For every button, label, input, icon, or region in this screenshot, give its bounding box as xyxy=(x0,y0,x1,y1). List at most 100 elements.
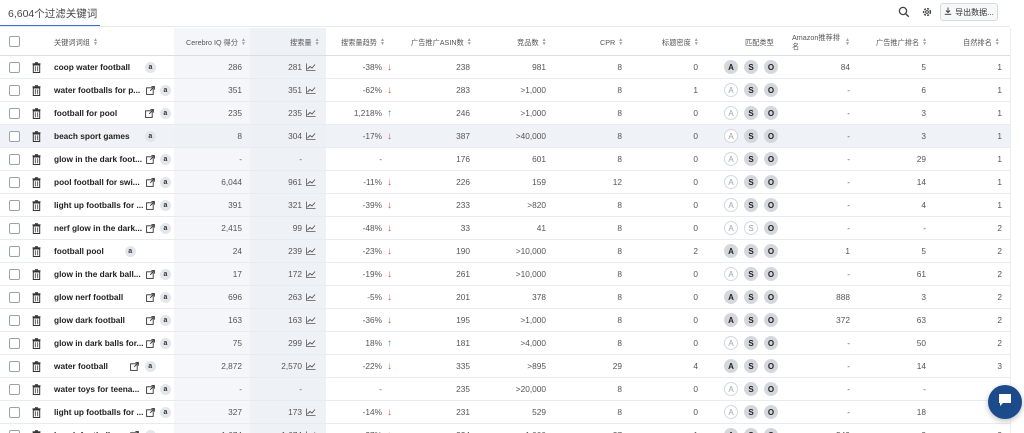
header-sponsored-rank[interactable]: 广告推广排名 ▲ ▼ xyxy=(876,37,928,47)
trend-chart-icon[interactable] xyxy=(306,201,316,209)
table-row[interactable]: water football a 2,872 2,570 -22% ↓ 335 … xyxy=(0,355,1010,378)
row-checkbox[interactable] xyxy=(9,430,20,433)
amazon-icon[interactable]: a xyxy=(160,315,171,326)
trash-icon[interactable] xyxy=(31,84,41,96)
row-checkbox[interactable] xyxy=(9,384,20,395)
amazon-icon[interactable]: a xyxy=(144,131,156,142)
keyword-phrase[interactable]: beach football xyxy=(54,424,110,433)
amazon-icon[interactable]: a xyxy=(144,361,156,372)
header-competing-products[interactable]: 竞品数 ▲ ▼ xyxy=(517,37,547,47)
amazon-icon[interactable]: a xyxy=(160,384,171,395)
external-link-icon[interactable] xyxy=(145,223,155,233)
row-checkbox[interactable] xyxy=(9,338,20,349)
amazon-icon[interactable]: a xyxy=(160,292,171,303)
external-link-icon[interactable] xyxy=(145,177,155,187)
row-checkbox[interactable] xyxy=(9,108,20,119)
trash-icon[interactable] xyxy=(31,107,41,119)
header-amazon-rec-rank[interactable]: Amazon推荐排名 ▲ ▼ xyxy=(792,33,850,51)
keyword-phrase[interactable]: glow dark football xyxy=(54,315,125,325)
amazon-icon[interactable]: a xyxy=(145,62,156,73)
external-link-icon[interactable] xyxy=(130,430,140,433)
table-row[interactable]: glow dark football a 163 163 -36% ↓ 195 … xyxy=(0,309,1010,332)
trash-icon[interactable] xyxy=(31,222,41,234)
trend-chart-icon[interactable] xyxy=(306,316,316,324)
table-row[interactable]: glow nerf football a 696 263 -5% ↓ 201 3… xyxy=(0,286,1010,309)
external-link-icon[interactable] xyxy=(145,315,155,325)
amazon-icon[interactable]: a xyxy=(160,269,171,280)
keyword-phrase[interactable]: light up footballs for ... xyxy=(54,407,144,417)
table-row[interactable]: coop water football a 286 281 -38% ↓ 238… xyxy=(0,56,1010,79)
external-link-icon[interactable] xyxy=(145,384,155,394)
keyword-phrase[interactable]: glow in the dark foot... xyxy=(54,154,143,164)
external-link-icon[interactable] xyxy=(145,200,155,210)
external-link-icon[interactable] xyxy=(130,361,140,371)
keyword-phrase[interactable]: beach sport games xyxy=(54,131,130,141)
row-checkbox[interactable] xyxy=(9,177,20,188)
keyword-phrase[interactable]: nerf glow in the dark... xyxy=(54,223,143,233)
keyword-phrase[interactable]: coop water football xyxy=(54,62,131,72)
scrollbar[interactable] xyxy=(1010,28,1024,433)
trend-chart-icon[interactable] xyxy=(306,86,316,94)
trend-chart-icon[interactable] xyxy=(306,224,316,232)
row-checkbox[interactable] xyxy=(9,246,20,257)
keyword-phrase[interactable]: glow nerf football xyxy=(54,292,124,302)
export-data-button[interactable]: 导出数据... xyxy=(940,3,998,21)
row-checkbox[interactable] xyxy=(9,131,20,142)
trend-chart-icon[interactable] xyxy=(306,109,316,117)
keyword-phrase[interactable]: glow in the dark ball... xyxy=(54,269,141,279)
external-link-icon[interactable] xyxy=(145,407,155,417)
row-checkbox[interactable] xyxy=(9,269,20,280)
trash-icon[interactable] xyxy=(31,314,41,326)
chat-button[interactable] xyxy=(988,385,1022,419)
keyword-phrase[interactable]: football pool xyxy=(54,246,104,256)
trend-chart-icon[interactable] xyxy=(306,408,316,416)
trend-chart-icon[interactable] xyxy=(306,132,316,140)
amazon-icon[interactable]: a xyxy=(160,407,171,418)
row-checkbox[interactable] xyxy=(9,85,20,96)
row-checkbox[interactable] xyxy=(9,361,20,372)
trend-chart-icon[interactable] xyxy=(306,270,316,278)
trash-icon[interactable] xyxy=(31,199,41,211)
amazon-icon[interactable]: a xyxy=(160,177,171,188)
row-checkbox[interactable] xyxy=(9,223,20,234)
trash-icon[interactable] xyxy=(31,268,41,280)
external-link-icon[interactable] xyxy=(145,338,155,348)
table-row[interactable]: glow in the dark foot... a - - - 176 601… xyxy=(0,148,1010,171)
external-link-icon[interactable] xyxy=(145,85,155,95)
row-checkbox[interactable] xyxy=(9,62,20,73)
table-row[interactable]: light up footballs for ... a 327 173 -14… xyxy=(0,401,1010,424)
amazon-icon[interactable]: a xyxy=(160,85,171,96)
table-row[interactable]: light up footballs for ... a 391 321 -39… xyxy=(0,194,1010,217)
trash-icon[interactable] xyxy=(31,406,41,418)
keyword-phrase[interactable]: water toys for teena... xyxy=(54,384,140,394)
header-title-density[interactable]: 标题密度 ▲ ▼ xyxy=(662,37,699,47)
external-link-icon[interactable] xyxy=(145,292,155,302)
keyword-phrase[interactable]: pool football for swi... xyxy=(54,177,140,187)
trend-chart-icon[interactable] xyxy=(306,178,316,186)
table-row[interactable]: nerf glow in the dark... a 2,415 99 -48%… xyxy=(0,217,1010,240)
trash-icon[interactable] xyxy=(31,429,41,433)
trash-icon[interactable] xyxy=(31,176,41,188)
header-organic-rank[interactable]: 自然排名 ▲ ▼ xyxy=(963,37,1000,47)
trash-icon[interactable] xyxy=(31,245,41,257)
trend-chart-icon[interactable] xyxy=(306,247,316,255)
keyword-phrase[interactable]: water football xyxy=(54,361,108,371)
header-keyword[interactable]: 关键词词组 ▲ ▼ xyxy=(54,37,98,47)
trend-chart-icon[interactable] xyxy=(306,362,316,370)
external-link-icon[interactable] xyxy=(145,154,155,164)
trend-chart-icon[interactable] xyxy=(306,339,316,347)
amazon-icon[interactable]: a xyxy=(159,108,171,119)
table-row[interactable]: glow in dark balls for... a 75 299 18% ↑… xyxy=(0,332,1010,355)
trash-icon[interactable] xyxy=(31,130,41,142)
header-cerebro-iq[interactable]: Cerebro IQ 得分 ▲ ▼ xyxy=(186,37,246,47)
trash-icon[interactable] xyxy=(31,291,41,303)
keyword-phrase[interactable]: water footballs for p... xyxy=(54,85,141,95)
amazon-icon[interactable]: a xyxy=(160,154,171,165)
external-link-icon[interactable] xyxy=(145,269,155,279)
row-checkbox[interactable] xyxy=(9,200,20,211)
row-checkbox[interactable] xyxy=(9,315,20,326)
table-row[interactable]: beach football a 1,674 1,674 -27% ↓ 324 … xyxy=(0,424,1010,433)
gear-icon[interactable] xyxy=(920,5,934,19)
table-row[interactable]: water toys for teena... a - - - 235 >20,… xyxy=(0,378,1010,401)
external-link-icon[interactable] xyxy=(145,108,155,118)
